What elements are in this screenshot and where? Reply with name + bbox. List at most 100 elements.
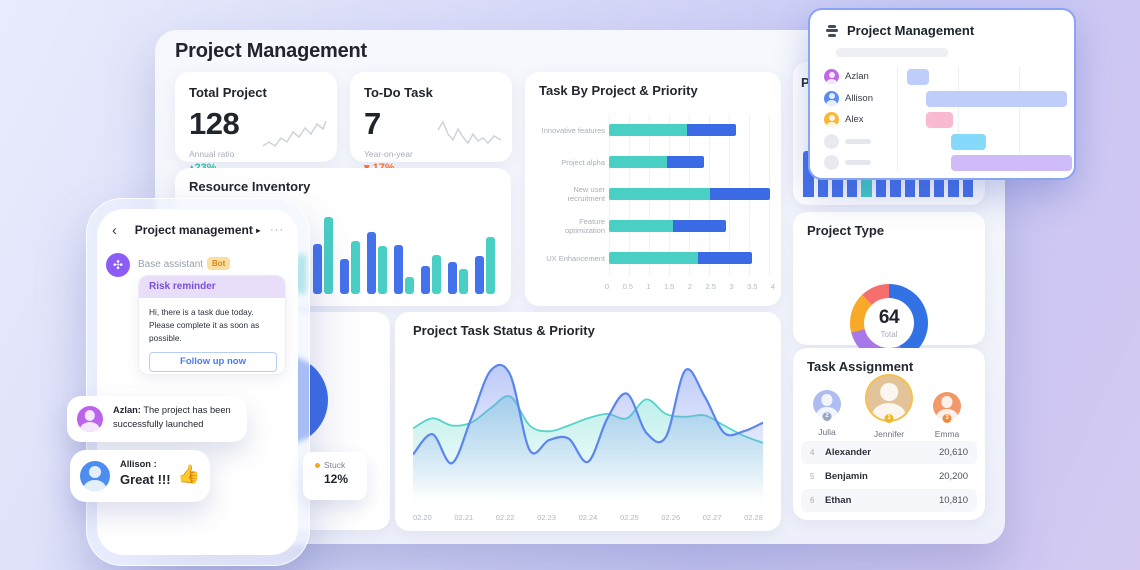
table-row: 6 Ethan 10,810 bbox=[801, 489, 977, 512]
risk-header: Risk reminder bbox=[139, 276, 285, 298]
line-blue bbox=[413, 363, 763, 465]
task-by-project-row: Feature optimization bbox=[539, 210, 769, 242]
resource-bar-teal bbox=[432, 255, 441, 294]
gantt-bars-area bbox=[898, 66, 1072, 172]
gantt-bar bbox=[925, 112, 954, 128]
floating-card-header: Project Management bbox=[826, 23, 974, 38]
mini-bar-blue bbox=[962, 170, 973, 197]
resource-bar-pair bbox=[421, 255, 441, 294]
avatar bbox=[824, 112, 839, 128]
stat-value: 7 bbox=[364, 106, 381, 141]
gantt-bar bbox=[951, 155, 1072, 171]
bar-segment-blue bbox=[709, 188, 770, 200]
resource-bar-teal bbox=[486, 237, 495, 294]
gantt-bar bbox=[951, 133, 986, 150]
task-by-project-rows: Innovative features Project alpha New user… bbox=[539, 114, 770, 274]
stuck-label: Stuck bbox=[324, 460, 346, 470]
bot-name: Base assistant bbox=[138, 259, 204, 270]
x-axis-labels: 02.20 02.21 02.22 02.23 02.24 02.25 02.26 02.27… bbox=[413, 513, 763, 522]
stuck-dot-icon bbox=[315, 462, 320, 468]
chart-title: Project Task Status & Priority bbox=[413, 323, 595, 338]
more-menu-icon[interactable]: ··· bbox=[270, 224, 284, 236]
donut-center: 64 Total bbox=[864, 298, 914, 348]
risk-body: Hi, there is a task due today. Please co… bbox=[149, 307, 260, 343]
bar-category-label: New user recruitment bbox=[567, 185, 605, 203]
x-axis-tick: 0 bbox=[605, 282, 610, 291]
mini-bar-blue bbox=[803, 151, 814, 197]
avatar-wrap: 3 bbox=[933, 392, 961, 423]
mini-bar-blue bbox=[919, 170, 930, 197]
gantt-icon bbox=[826, 24, 840, 37]
chat-message: Great !!! bbox=[120, 472, 171, 487]
resource-bar-blue bbox=[394, 245, 403, 294]
gantt-row-label: Allison bbox=[824, 88, 897, 110]
resource-bar-teal bbox=[459, 269, 468, 294]
mini-bar-blue bbox=[933, 170, 944, 197]
x-axis-label: 02.23 bbox=[537, 513, 556, 522]
avatar bbox=[824, 90, 839, 106]
mini-bar-blue bbox=[904, 170, 915, 197]
x-axis-label: 02.25 bbox=[619, 513, 639, 522]
x-axis-label: 02.21 bbox=[454, 513, 474, 522]
row-value: 20,610 bbox=[938, 447, 968, 458]
mini-bar-row bbox=[803, 151, 973, 197]
bar-track bbox=[609, 124, 736, 136]
resource-bar-pair bbox=[394, 245, 414, 294]
mini-bar-blue bbox=[890, 170, 901, 197]
phone-screen: ‹ Project management ▸ ··· ✣ Base assist… bbox=[97, 209, 298, 555]
mini-bar-blue bbox=[817, 170, 828, 197]
x-axis-tick: 1.5 bbox=[664, 282, 675, 291]
phone-header: ‹ Project management ▸ ··· bbox=[97, 223, 298, 241]
rank-badge: 3 bbox=[942, 414, 952, 423]
gantt-row-name: Allison bbox=[845, 92, 873, 104]
task-by-project-row: Project alpha bbox=[539, 146, 769, 178]
avatar-placeholder bbox=[824, 133, 839, 149]
resource-bar-teal bbox=[351, 241, 360, 294]
name-placeholder bbox=[845, 160, 871, 166]
x-axis-ticks: 0 0.5 1 1.5 2 2.5 3 3.5 4 bbox=[605, 282, 775, 291]
back-icon[interactable]: ‹ bbox=[112, 222, 117, 239]
row-name: Ethan bbox=[825, 495, 852, 506]
chart-title: Project Type bbox=[807, 223, 885, 238]
chat-message: Azlan: The project has been successfully… bbox=[113, 405, 231, 429]
partial-card-title: P bbox=[801, 75, 810, 90]
bar-track bbox=[609, 188, 770, 200]
resource-bar-pair bbox=[367, 232, 387, 294]
donut-total-value: 64 bbox=[878, 307, 900, 328]
x-axis-tick: 1 bbox=[646, 282, 651, 291]
bar-segment-teal bbox=[609, 124, 688, 136]
row-rank: 6 bbox=[810, 496, 815, 505]
bar-segment-teal bbox=[609, 220, 674, 232]
bot-avatar-icon: ✣ bbox=[106, 253, 130, 277]
x-axis-tick: 2.5 bbox=[705, 282, 716, 291]
follow-up-button[interactable]: Follow up now bbox=[149, 351, 277, 372]
bar-segment-blue bbox=[697, 252, 752, 264]
gantt-labels: Azlan Allison Alex bbox=[824, 66, 898, 172]
resource-bar-pair bbox=[475, 237, 495, 294]
x-axis-label: 02.27 bbox=[702, 513, 722, 522]
gantt-bar bbox=[906, 69, 929, 85]
bar-segment-blue bbox=[673, 220, 726, 232]
task-assignment-card: Task Assignment 2Julia61Jennifer83Emma4 … bbox=[793, 348, 985, 520]
resource-bar-pair bbox=[448, 262, 468, 294]
x-axis-tick: 0.5 bbox=[622, 282, 634, 291]
bar-track bbox=[609, 252, 752, 264]
avatar bbox=[80, 461, 110, 491]
stuck-tooltip: Stuck 12% bbox=[303, 452, 367, 500]
bot-badge: Bot bbox=[207, 257, 231, 270]
leader-jennifer: 1Jennifer8 bbox=[859, 376, 919, 455]
resource-bar-blue bbox=[448, 262, 457, 294]
bar-segment-teal bbox=[609, 252, 698, 264]
avatar-wrap: 1 bbox=[867, 376, 911, 423]
resource-bar-blue bbox=[421, 266, 430, 294]
x-axis-tick: 2 bbox=[687, 282, 693, 291]
mini-bar-teal bbox=[861, 170, 872, 197]
row-value: 20,200 bbox=[938, 471, 968, 482]
avatar bbox=[824, 69, 839, 85]
x-axis-tick: 4 bbox=[770, 282, 775, 291]
total-project-card: Total Project 128 Annual ratio ▴23% bbox=[175, 72, 337, 174]
row-value: 10,810 bbox=[938, 495, 968, 506]
name-placeholder bbox=[845, 138, 871, 144]
mini-bar-blue bbox=[832, 170, 843, 197]
bar-track bbox=[609, 220, 726, 232]
